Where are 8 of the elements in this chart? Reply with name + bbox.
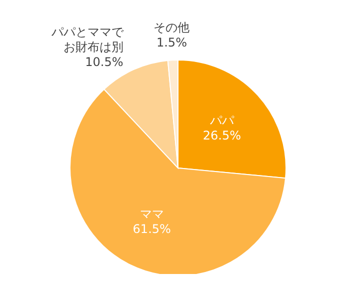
slice-label: パパ (208, 114, 235, 128)
data-label: 1.5% (156, 36, 187, 50)
slice-label: その他 (154, 20, 190, 35)
data-label: 10.5% (85, 54, 124, 69)
slice-label: パパとママでお財布は別 (50, 24, 124, 54)
data-label: 61.5% (132, 222, 171, 236)
data-label: 26.5% (202, 128, 241, 143)
slice-label: ママ (140, 206, 164, 221)
